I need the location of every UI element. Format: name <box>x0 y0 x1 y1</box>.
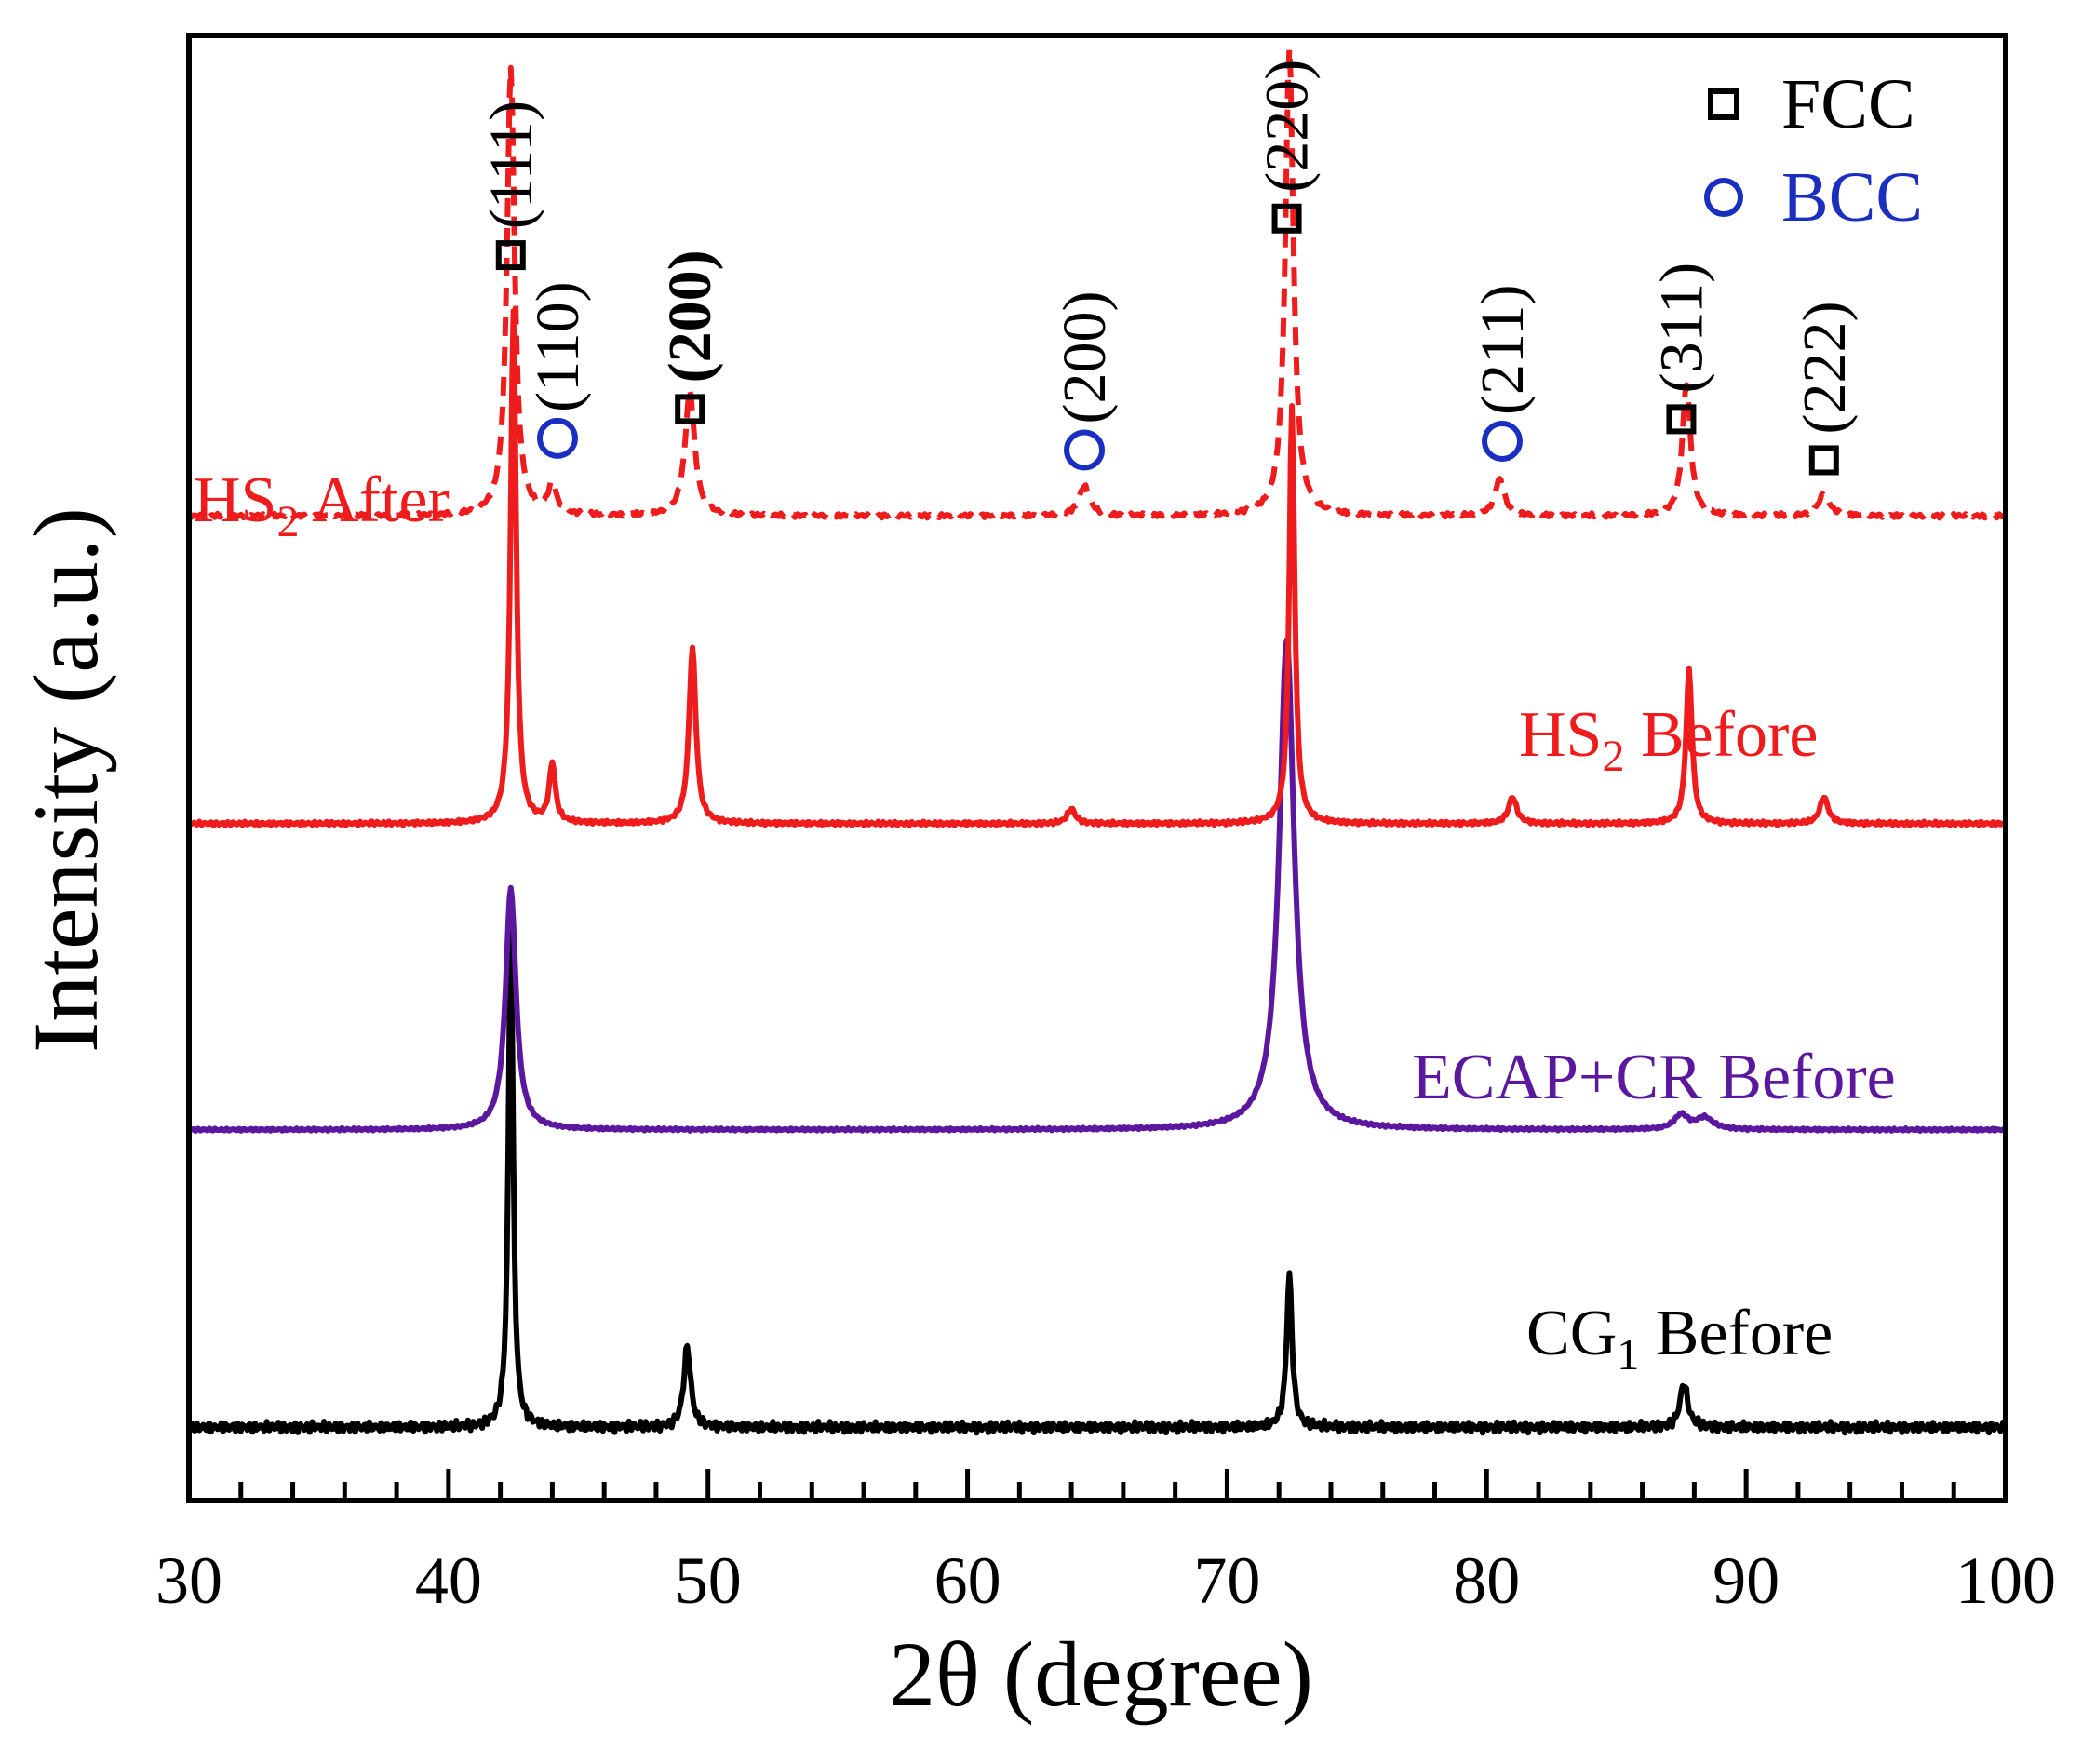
series-label: HS2 Before <box>1519 699 1818 781</box>
peak-label: (211) <box>1469 284 1537 415</box>
x-axis-title: 2θ (degree) <box>889 1623 1313 1726</box>
legend-label: FCC <box>1781 65 1915 143</box>
x-tick-label: 60 <box>934 1543 1001 1618</box>
peak-label: (111) <box>477 101 545 229</box>
fcc-marker <box>675 394 705 424</box>
peak-label: (222) <box>1791 301 1859 434</box>
fcc-marker <box>495 240 526 271</box>
axis-layer: 30 40 50 60 70 80 90 100 <box>155 33 2056 1618</box>
peak-label: (200) <box>656 249 724 383</box>
x-tick-label: 30 <box>155 1543 222 1618</box>
fcc-marker <box>1271 203 1302 234</box>
bcc-marker <box>1482 420 1524 462</box>
legend-label: BCC <box>1781 158 1923 236</box>
bcc-marker <box>536 417 578 459</box>
series-layer: CG1 Before ECAP+CR Before HS2 Before HS2 Af… <box>186 46 2008 1436</box>
annotation-layer: (111) (110) (200) (200) (220) (211) (311) (222) <box>477 60 1859 476</box>
peak-label: (311) <box>1647 263 1715 394</box>
y-axis-title: Intensity (a.u.) <box>14 507 117 1053</box>
x-tick-label: 80 <box>1453 1543 1520 1618</box>
legend-fcc-marker <box>1708 88 1739 120</box>
series-line <box>187 929 2008 1436</box>
legend-bcc-marker <box>1704 178 1743 217</box>
series-line <box>186 46 2008 521</box>
series-label: CG1 Before <box>1526 1298 1833 1380</box>
x-tick-label: 70 <box>1193 1543 1260 1618</box>
x-tick-label: 40 <box>415 1543 482 1618</box>
plot-frame <box>186 33 2008 1503</box>
fcc-marker <box>1666 404 1697 435</box>
fcc-marker <box>1808 445 1839 476</box>
series-line <box>187 308 2008 828</box>
x-tick-label: 90 <box>1713 1543 1780 1618</box>
peak-label: (110) <box>524 281 592 412</box>
peak-label: (200) <box>1051 290 1119 424</box>
bcc-marker <box>1064 429 1106 471</box>
series-label: HS2 After <box>194 465 450 546</box>
series-label: ECAP+CR Before <box>1412 1042 1896 1113</box>
x-tick-label: 50 <box>675 1543 742 1618</box>
peak-label: (220) <box>1254 60 1322 193</box>
series-line <box>187 637 2008 1134</box>
x-tick-label: 100 <box>1955 1543 2056 1618</box>
legend: FCC BCC <box>1704 65 1923 236</box>
